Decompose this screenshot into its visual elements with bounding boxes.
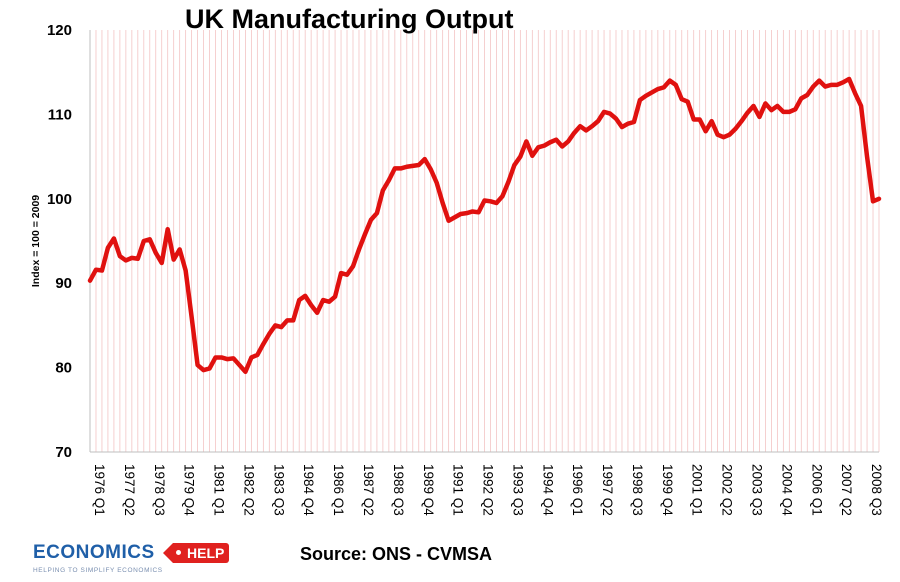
x-tick-label: 1993 Q3 [510, 464, 525, 516]
x-tick-label: 1991 Q1 [451, 464, 466, 516]
y-axis-label: Index = 100 = 2009 [30, 195, 42, 287]
y-tick-label: 80 [55, 360, 72, 377]
logo-tagline: HELPING TO SIMPLIFY ECONOMICS [33, 567, 163, 574]
x-tick-label: 2001 Q1 [690, 464, 705, 516]
x-tick-label: 2003 Q3 [750, 464, 765, 516]
x-tick-label: 2004 Q4 [779, 464, 794, 516]
x-tick-label: 1998 Q3 [630, 464, 645, 516]
y-tick-label: 100 [47, 191, 72, 208]
economics-help-logo[interactable]: ECONOMICS HELP HELPING TO SIMPLIFY ECONO… [33, 542, 230, 578]
y-tick-label: 70 [55, 444, 72, 461]
axes [89, 30, 879, 453]
x-tick-label: 1982 Q2 [241, 464, 256, 516]
x-tick-label: 1979 Q4 [182, 464, 197, 516]
chart-title: UK Manufacturing Output [185, 4, 514, 34]
logo-badge-text: HELP [187, 545, 225, 561]
y-tick-label: 110 [48, 106, 72, 123]
x-tick-labels: 1976 Q1 1977 Q2 1978 Q3 1979 Q4 1981 Q1 1982 … [92, 464, 884, 516]
x-tick-label: 2007 Q2 [839, 464, 854, 516]
series-line [87, 76, 882, 375]
x-tick-label: 1983 Q3 [271, 464, 286, 516]
x-tick-label: 1981 Q1 [212, 464, 227, 516]
vertical-grid [89, 30, 880, 452]
x-tick-label: 1986 Q1 [331, 464, 346, 516]
logo-badge: HELP [162, 543, 230, 563]
x-tick-label: 1989 Q4 [421, 464, 436, 516]
x-tick-label: 2008 Q3 [869, 464, 884, 516]
source-note: Source: ONS - CVMSA [300, 544, 493, 564]
logo-word: ECONOMICS [33, 542, 155, 563]
x-tick-label: 1997 Q2 [600, 464, 615, 516]
x-tick-label: 1976 Q1 [92, 464, 107, 516]
x-tick-label: 1988 Q3 [391, 464, 406, 516]
series-layer [87, 76, 882, 375]
x-tick-label: 1999 Q4 [660, 464, 675, 516]
y-tick-label: 90 [55, 275, 72, 292]
y-tick-label: 120 [47, 22, 72, 39]
x-tick-label: 2002 Q2 [720, 464, 735, 516]
x-tick-label: 1994 Q4 [540, 464, 555, 516]
x-tick-label: 1996 Q1 [570, 464, 585, 516]
x-tick-label: 2006 Q1 [809, 464, 824, 516]
x-tick-label: 1977 Q2 [122, 464, 137, 516]
x-tick-label: 1978 Q3 [152, 464, 167, 516]
x-tick-label: 1992 Q2 [481, 464, 496, 516]
x-tick-label: 1987 Q2 [361, 464, 376, 516]
x-tick-label: 1984 Q4 [301, 464, 316, 516]
tag-hole-icon [176, 550, 181, 555]
y-tick-labels: 70 80 90 100 110 120 [47, 22, 72, 461]
